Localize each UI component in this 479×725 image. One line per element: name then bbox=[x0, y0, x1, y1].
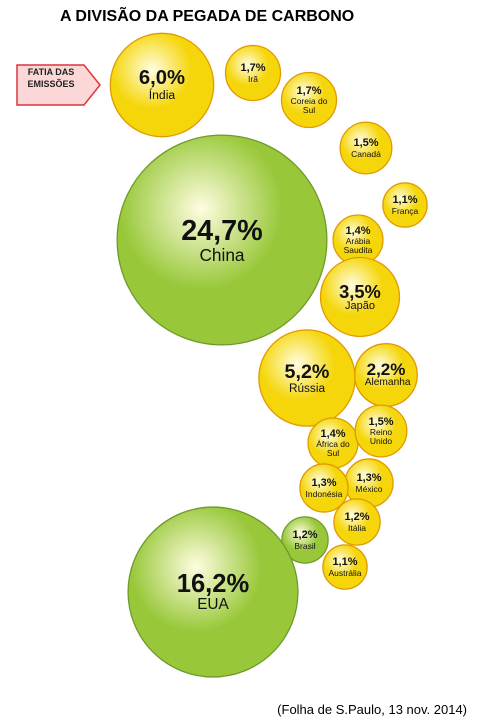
category-label: EUA bbox=[197, 596, 229, 614]
callout-arrow bbox=[16, 64, 101, 106]
bubble bbox=[281, 516, 329, 564]
bubble-label: 1,5% Reino Unido bbox=[359, 415, 403, 446]
value-label: 3,5% bbox=[339, 280, 381, 302]
category-label: Alemanha bbox=[364, 377, 411, 389]
bubble-label: 1,3% México bbox=[349, 472, 389, 494]
value-label: 24,7% bbox=[181, 215, 263, 247]
value-label: 6,0% bbox=[138, 67, 186, 89]
value-label: 1,1% bbox=[332, 556, 358, 568]
bubble-label: 16,2% EUA bbox=[138, 569, 288, 614]
bubble-label: 24,7% China bbox=[127, 215, 317, 266]
category-label: Índia bbox=[148, 88, 176, 103]
value-label: 2,2% bbox=[366, 359, 406, 379]
bubble-label: 1,7% Coreia do Sul bbox=[285, 84, 332, 115]
value-label: 1,5% bbox=[353, 137, 379, 149]
bubble-label: 1,4% Arábia Saudita bbox=[337, 224, 379, 255]
category-label: África do Sul bbox=[316, 439, 350, 458]
value-label: 1,7% bbox=[240, 62, 266, 74]
category-label: França bbox=[391, 205, 419, 216]
value-label: 1,2% bbox=[344, 511, 370, 523]
bubble bbox=[333, 498, 381, 546]
bubble-label: 6,0% Índia bbox=[120, 67, 203, 103]
bubble-label: 1,2% Itália bbox=[338, 511, 376, 533]
category-label: Canadá bbox=[351, 148, 381, 159]
bubble bbox=[116, 134, 328, 346]
callout: FATIA DAS EMISSÕES bbox=[16, 64, 102, 106]
bubble bbox=[127, 506, 299, 678]
bubble-label: 3,5% Japão bbox=[331, 280, 390, 313]
category-label: Rússia bbox=[288, 381, 326, 396]
value-label: 16,2% bbox=[176, 569, 250, 598]
category-label: Japão bbox=[345, 299, 375, 312]
bubble bbox=[322, 544, 368, 590]
category-label: Itália bbox=[348, 522, 366, 533]
category-label: Austrália bbox=[328, 567, 362, 578]
category-label: China bbox=[199, 245, 245, 266]
category-label: Indonésia bbox=[305, 488, 343, 499]
bubble-label: 1,1% Austrália bbox=[327, 556, 363, 578]
bubble bbox=[280, 71, 338, 129]
bubble bbox=[382, 182, 428, 228]
category-label: Coreia do Sul bbox=[290, 96, 328, 115]
bubble-label: 1,1% França bbox=[387, 194, 423, 216]
chart-title: A DIVISÃO DA PEGADA DE CARBONO bbox=[60, 8, 355, 25]
category-label: Irã bbox=[248, 73, 258, 84]
value-label: 1,5% bbox=[368, 415, 394, 428]
bubble-label: 2,2% Alemanha bbox=[364, 359, 411, 390]
bubble-label: 1,2% Brasil bbox=[286, 529, 324, 551]
value-label: 1,4% bbox=[345, 224, 371, 237]
value-label: 1,7% bbox=[296, 84, 322, 97]
bubble-label: 1,3% Indonésia bbox=[304, 477, 344, 499]
bubble bbox=[354, 404, 408, 458]
bubble bbox=[224, 44, 282, 102]
bubble bbox=[319, 256, 401, 338]
value-label: 1,3% bbox=[311, 477, 337, 489]
bubble-label: 1,5% Canadá bbox=[344, 137, 388, 159]
callout-label: FATIA DAS EMISSÕES bbox=[27, 67, 75, 89]
bubble-label: 1,7% Irã bbox=[229, 62, 276, 84]
value-label: 1,3% bbox=[356, 472, 382, 484]
value-label: 1,4% bbox=[320, 427, 346, 440]
value-label: 1,1% bbox=[392, 194, 418, 206]
category-label: México bbox=[355, 483, 383, 494]
bubble-label: 1,4% África do Sul bbox=[312, 427, 354, 458]
category-label: Arábia Saudita bbox=[343, 236, 373, 255]
bubble bbox=[109, 32, 215, 138]
bubble bbox=[339, 121, 393, 175]
category-label: Reino Unido bbox=[369, 427, 393, 446]
category-label: Brasil bbox=[294, 540, 316, 551]
value-label: 5,2% bbox=[284, 360, 330, 383]
bubble bbox=[299, 463, 349, 513]
source: (Folha de S.Paulo, 13 nov. 2014) bbox=[277, 702, 467, 717]
bubble-label: 5,2% Rússia bbox=[269, 360, 345, 396]
value-label: 1,2% bbox=[292, 529, 318, 541]
